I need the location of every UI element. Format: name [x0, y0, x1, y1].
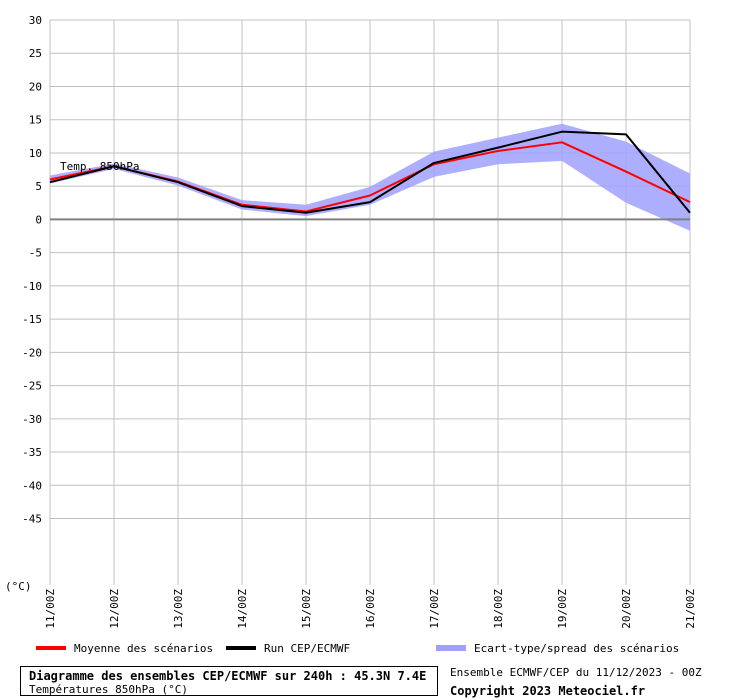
legend-label-run: Run CEP/ECMWF	[264, 641, 351, 655]
x-tick-label: 16/00Z	[364, 589, 377, 629]
y-tick-label: -10	[22, 280, 42, 293]
legend-item-mean: Moyenne des scénarios	[36, 640, 213, 656]
y-tick-label: 30	[29, 14, 42, 27]
x-tick-labels: 11/00Z 12/00Z 13/00Z 14/00Z 15/00Z 16/00Z 17/0…	[44, 589, 697, 629]
legend-item-run: Run CEP/ECMWF	[226, 640, 350, 656]
grid-lines	[49, 19, 691, 585]
legend-item-spread: Ecart-type/spread des scénarios	[436, 640, 679, 656]
copyright: Copyright 2023 Meteociel.fr	[450, 684, 646, 698]
legend-swatch-spread	[436, 645, 466, 651]
y-tick-label: -25	[22, 380, 42, 393]
x-tick-label: 21/00Z	[684, 589, 697, 629]
y-tick-label: -40	[22, 479, 42, 492]
x-tick-label: 11/00Z	[44, 589, 57, 629]
y-tick-label: -45	[22, 513, 42, 526]
spread-band-group	[50, 123, 690, 231]
y-tick-label: -5	[29, 247, 42, 260]
y-tick-label: 20	[29, 80, 42, 93]
x-tick-label: 19/00Z	[556, 589, 569, 629]
run-line	[49, 130, 691, 214]
legend-label-mean: Moyenne des scénarios	[74, 641, 214, 655]
y-tick-label: -30	[22, 413, 42, 426]
y-tick-label: 0	[35, 213, 42, 226]
x-tick-label: 20/00Z	[620, 589, 633, 629]
legend-swatch-mean	[36, 646, 66, 650]
legend-label-spread: Ecart-type/spread des scénarios	[474, 641, 680, 655]
y-tick-label: 5	[35, 180, 42, 193]
y-tick-label: -15	[22, 313, 42, 326]
y-unit-label: (°C)	[5, 580, 32, 593]
x-tick-label: 12/00Z	[108, 589, 121, 629]
y-tick-label: 15	[29, 114, 42, 127]
chart-title: Diagramme des ensembles CEP/ECMWF sur 24…	[29, 669, 427, 683]
legend: Moyenne des scénarios Run CEP/ECMWF Ecar…	[0, 640, 740, 656]
x-tick-label: 18/00Z	[492, 589, 505, 629]
chart-subtitle: Températures 850hPa (°C)	[29, 683, 188, 696]
y-tick-label: 10	[29, 147, 42, 160]
x-tick-label: 13/00Z	[172, 589, 185, 629]
y-tick-label: -20	[22, 346, 42, 359]
y-tick-labels: 30 25 20 15 10 5 0 -5 -10 -15 -20 -25 -30 -35 -40 -45	[22, 14, 42, 526]
chart-title-box: Diagramme des ensembles CEP/ECMWF sur 24…	[20, 666, 438, 696]
footer-info: Ensemble ECMWF/CEP du 11/12/2023 - 00Z C…	[450, 666, 702, 698]
x-tick-label: 14/00Z	[236, 589, 249, 629]
spread-band	[50, 123, 690, 231]
y-tick-label: 25	[29, 47, 42, 60]
series-lines	[49, 130, 691, 214]
series-annotation: Temp. 850hPa	[60, 160, 139, 173]
legend-swatch-run	[226, 646, 256, 650]
x-tick-label: 15/00Z	[300, 589, 313, 629]
x-tick-label: 17/00Z	[428, 589, 441, 629]
chart-svg: 30 25 20 15 10 5 0 -5 -10 -15 -20 -25 -30 -35 -40 -45 1…	[5, 14, 697, 629]
y-tick-label: -35	[22, 446, 42, 459]
run-info: Ensemble ECMWF/CEP du 11/12/2023 - 00Z	[450, 666, 702, 679]
